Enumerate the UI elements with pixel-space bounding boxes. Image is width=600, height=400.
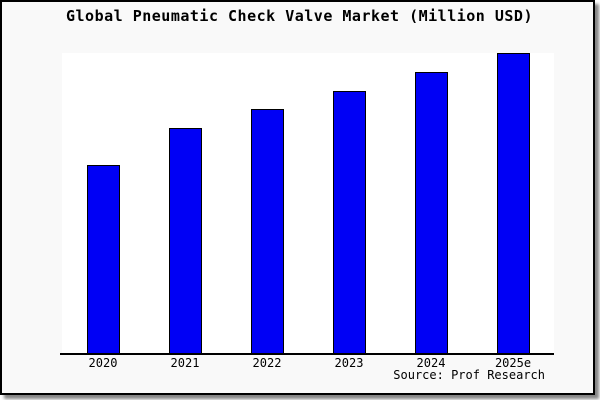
bar-slot-2025e <box>472 53 554 354</box>
x-tick-label-2021: 2021 <box>170 356 200 370</box>
bar-2023 <box>332 90 366 354</box>
bar-slot-2023 <box>308 53 390 354</box>
x-tick-label-2023: 2023 <box>334 356 364 370</box>
bar-2025e <box>496 53 530 354</box>
x-tick-label-2024: 2024 <box>416 356 446 370</box>
x-axis-ticks: 2020 2021 2022 2023 2024 2025e <box>62 357 554 369</box>
bar-slot-2024 <box>390 53 472 354</box>
bar-slot-2020 <box>62 53 144 354</box>
bar-2020 <box>86 164 120 354</box>
bar-slot-2021 <box>144 53 226 354</box>
chart-card: Global Pneumatic Check Valve Market (Mil… <box>0 0 595 395</box>
bars-layer <box>62 53 554 354</box>
plot-area <box>62 53 554 354</box>
x-tick-label-2025e: 2025e <box>494 356 532 370</box>
bar-2022 <box>250 108 284 354</box>
x-tick-label-2022: 2022 <box>252 356 282 370</box>
bar-2024 <box>414 71 448 354</box>
bar-2021 <box>168 127 202 354</box>
source-credit: Source: Prof Research <box>393 368 545 382</box>
chart-title: Global Pneumatic Check Valve Market (Mil… <box>65 7 533 25</box>
bar-slot-2022 <box>226 53 308 354</box>
x-tick-label-2020: 2020 <box>88 356 118 370</box>
x-axis-line <box>60 353 554 355</box>
